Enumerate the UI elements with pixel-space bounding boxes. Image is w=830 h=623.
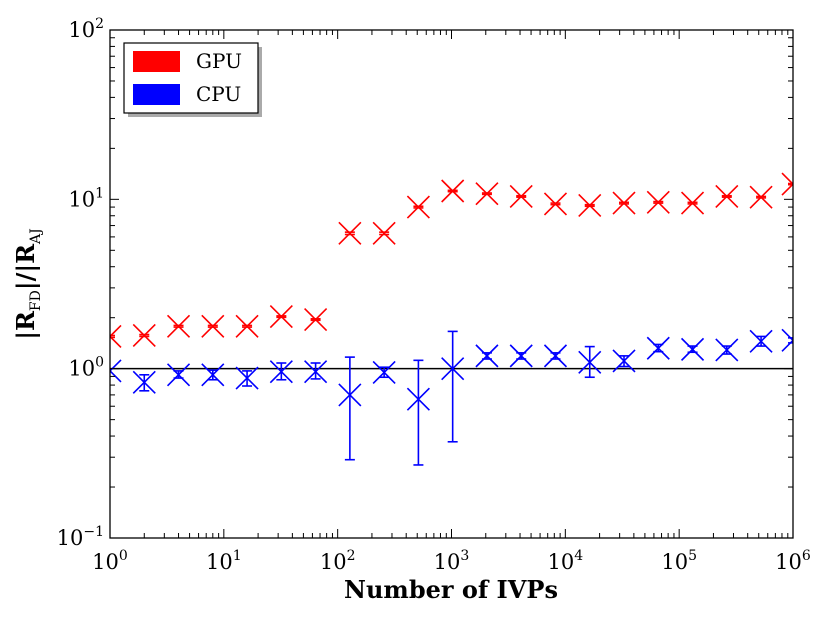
cpu-point <box>612 349 636 373</box>
gpu-point <box>781 172 793 196</box>
cpu-point <box>235 366 259 390</box>
cpu-point <box>509 344 533 368</box>
cpu-point <box>578 350 602 374</box>
plot-marks <box>110 172 793 466</box>
cpu-point <box>132 370 156 394</box>
x-tick-label: 102 <box>320 548 356 574</box>
gpu-point <box>201 314 225 338</box>
cpu-point <box>646 336 670 360</box>
cpu-point <box>338 383 362 407</box>
cpu-point <box>749 329 773 353</box>
gpu-point <box>372 221 396 245</box>
cpu-point <box>715 338 739 362</box>
y-axis-title: |RFD|/|RAJ <box>11 228 44 340</box>
y-tick-label: 100 <box>68 355 104 381</box>
x-tick-label: 100 <box>92 548 128 574</box>
x-tick-label: 106 <box>775 548 811 574</box>
gpu-point <box>509 184 533 209</box>
gpu-point <box>578 193 602 218</box>
gpu-point <box>110 324 122 349</box>
y-tick-label: 10−1 <box>57 524 104 550</box>
cpu-point <box>406 387 430 411</box>
gpu-point <box>680 191 705 215</box>
gpu-point <box>612 191 636 215</box>
x-tick-label: 103 <box>434 548 470 574</box>
gpu-point <box>646 190 670 214</box>
gpu-point <box>543 192 568 216</box>
cpu-point <box>201 363 225 387</box>
legend-swatch-cpu <box>133 84 180 105</box>
cpu-point <box>680 337 705 361</box>
gpu-point <box>338 221 362 245</box>
x-tick-label: 104 <box>548 548 584 574</box>
axis-ticks <box>109 29 794 539</box>
cpu-point <box>781 328 793 352</box>
legend-swatch-gpu <box>133 51 180 72</box>
gpu-point <box>304 307 328 332</box>
cpu-point <box>372 360 396 385</box>
cpu-point <box>304 360 328 384</box>
legend: GPU CPU <box>123 42 262 117</box>
gpu-point <box>475 182 499 206</box>
y-tick-label: 102 <box>68 16 104 42</box>
cpu-point <box>166 363 191 387</box>
gpu-point <box>441 179 465 203</box>
gpu-point <box>235 314 259 338</box>
x-axis-title: Number of IVPs <box>344 575 558 604</box>
cpu-point <box>269 360 293 384</box>
cpu-point <box>110 359 122 383</box>
gpu-point <box>269 305 293 329</box>
legend-label-cpu: CPU <box>196 82 241 106</box>
gpu-point <box>749 185 773 209</box>
cpu-point <box>543 344 568 368</box>
gpu-point <box>132 323 156 348</box>
legend-label-gpu: GPU <box>196 49 242 73</box>
svg-text:|RFD|/|RAJ: |RFD|/|RAJ <box>11 228 44 340</box>
gpu-point <box>715 184 739 209</box>
cpu-point <box>441 357 465 381</box>
y-tick-label: 101 <box>68 185 104 211</box>
cpu-point <box>475 344 499 368</box>
gpu-point <box>406 195 430 219</box>
gpu-point <box>166 314 191 338</box>
x-tick-label: 101 <box>206 548 242 574</box>
x-tick-label: 105 <box>661 548 697 574</box>
